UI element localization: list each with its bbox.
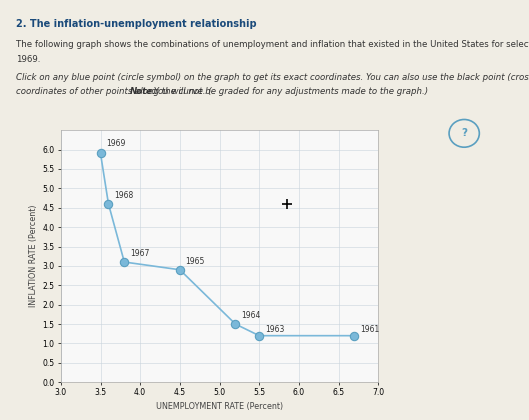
Text: ?: ? <box>461 129 467 138</box>
X-axis label: UNEMPLOYMENT RATE (Percent): UNEMPLOYMENT RATE (Percent) <box>156 402 283 411</box>
Text: coordinates of other points along the curve. (: coordinates of other points along the cu… <box>16 87 212 96</box>
Text: 2. The inflation-unemployment relationship: 2. The inflation-unemployment relationsh… <box>16 19 257 29</box>
Text: 1964: 1964 <box>241 311 260 320</box>
Text: 1961: 1961 <box>360 325 379 334</box>
Text: 1965: 1965 <box>186 257 205 266</box>
Text: 1963: 1963 <box>265 325 284 334</box>
Text: 1969: 1969 <box>106 139 125 148</box>
Text: Click on any blue point (circle symbol) on the graph to get its exact coordinate: Click on any blue point (circle symbol) … <box>16 74 529 82</box>
Text: 1968: 1968 <box>114 191 133 200</box>
Y-axis label: INFLATION RATE (Percent): INFLATION RATE (Percent) <box>29 205 38 307</box>
Text: Note:: Note: <box>130 87 156 96</box>
Text: 1969.: 1969. <box>16 55 40 63</box>
Text: 1967: 1967 <box>130 249 149 258</box>
Text: You will not be graded for any adjustments made to the graph.): You will not be graded for any adjustmen… <box>151 87 428 96</box>
Text: The following graph shows the combinations of unemployment and inflation that ex: The following graph shows the combinatio… <box>16 40 529 49</box>
